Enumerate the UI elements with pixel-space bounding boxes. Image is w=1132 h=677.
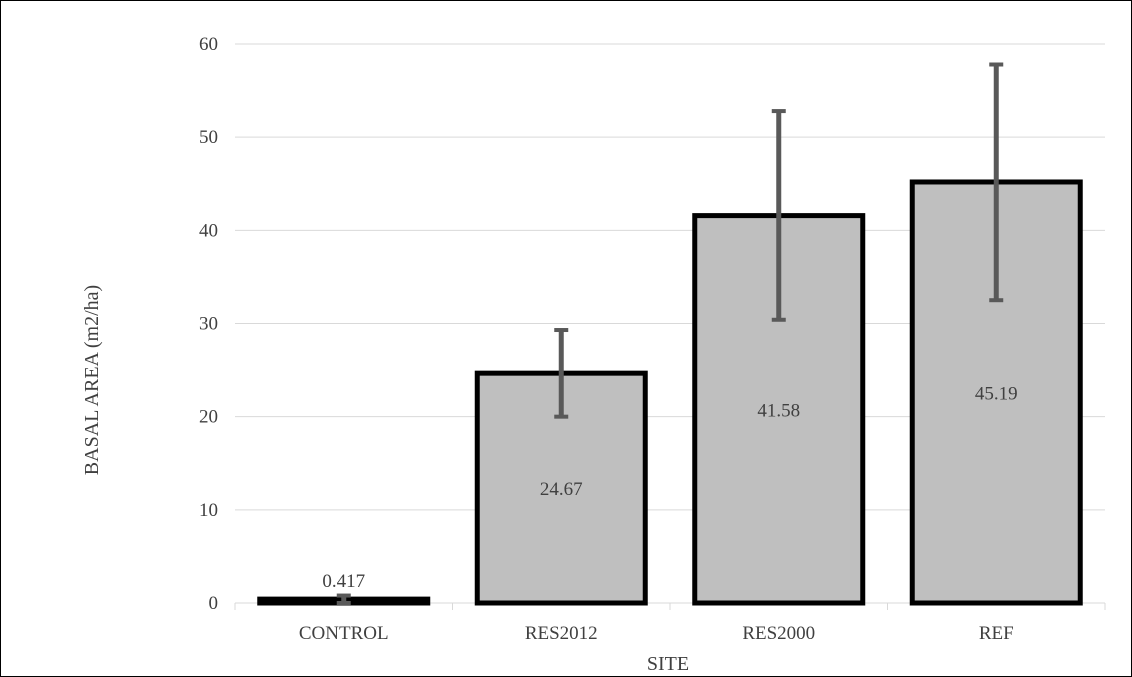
y-tick-labels: 0 10 20 30 40 50 60 bbox=[199, 34, 218, 614]
x-category-label: CONTROL bbox=[299, 623, 389, 644]
x-category-label: RES2012 bbox=[525, 623, 598, 644]
y-tick-label: 20 bbox=[199, 407, 218, 428]
x-category-label: RES2000 bbox=[742, 623, 815, 644]
data-label: 41.58 bbox=[757, 400, 800, 421]
data-labels: 0.417 24.67 41.58 45.19 bbox=[322, 383, 1017, 592]
data-label: 24.67 bbox=[540, 479, 583, 500]
y-tick-label: 60 bbox=[199, 34, 218, 55]
y-tick-label: 30 bbox=[199, 314, 218, 335]
y-tick-label: 50 bbox=[199, 127, 218, 148]
y-tick-label: 10 bbox=[199, 500, 218, 521]
data-label: 0.417 bbox=[322, 571, 365, 592]
x-category-label: REF bbox=[979, 623, 1014, 644]
y-axis-title: BASAL AREA (m2/ha) bbox=[81, 285, 103, 475]
y-tick-label: 40 bbox=[199, 220, 218, 241]
data-label: 45.19 bbox=[975, 383, 1018, 404]
y-tick-label: 0 bbox=[209, 593, 219, 614]
error-bars bbox=[336, 62, 1004, 605]
x-category-labels: CONTROL RES2012 RES2000 REF bbox=[299, 623, 1014, 644]
x-axis-title: SITE bbox=[647, 653, 689, 675]
bars bbox=[257, 179, 1083, 606]
